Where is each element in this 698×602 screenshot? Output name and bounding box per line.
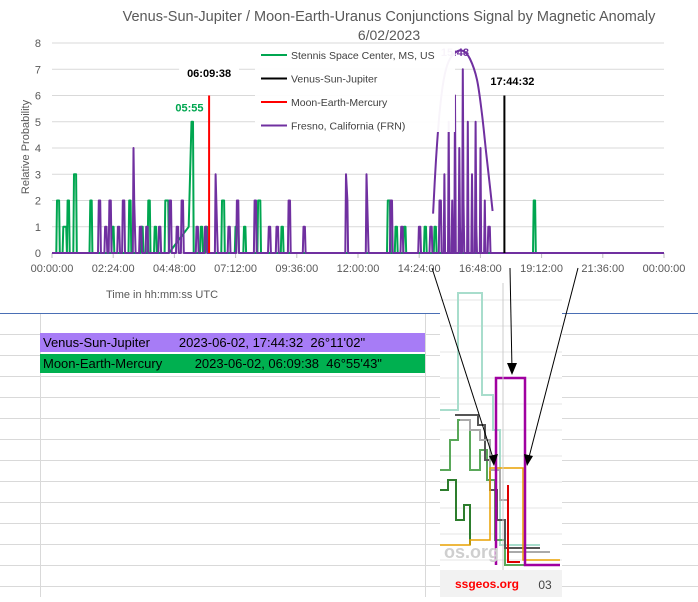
arrow-left [431, 267, 495, 462]
sheet-grid [0, 313, 698, 597]
x-ticks: 00:00:00 02:24:00 04:48:00 07:12:00 09:36:00… [31, 253, 686, 275]
inset-trace-darkgreen [440, 479, 471, 545]
y-tick-label: 7 [35, 64, 41, 76]
x-tick-label: 02:24:00 [92, 263, 135, 275]
x-tick-label: 00:00:00 [643, 263, 686, 275]
venus-sun-jupiter-band: Venus-Sun-Jupiter 2023-06-02, 17:44:32 2… [40, 333, 425, 352]
x-tick-label: 19:12:00 [520, 263, 563, 275]
chart-title: Venus-Sun-Jupiter / Moon-Earth-Uranus Co… [123, 9, 656, 25]
annotation-box [179, 64, 240, 83]
y-tick-label: 1 [35, 222, 41, 234]
inset-number: 03 [538, 578, 552, 592]
x-tick-label: 12:00:00 [337, 263, 380, 275]
arrow-left-head [489, 454, 498, 466]
legend-label: Stennis Space Center, MS, US [291, 50, 435, 62]
inset-trace-green [440, 419, 560, 566]
legend-label: Fresno, California (FRN) [291, 121, 405, 133]
y-tick-label: 3 [35, 169, 41, 181]
y-tick-label: 5 [35, 117, 41, 129]
inset-caption: ssgeos.org [455, 577, 519, 591]
x-tick-label: 21:36:00 [581, 263, 624, 275]
y-ticks: 0 1 2 3 4 5 6 7 8 [35, 38, 41, 260]
x-tick-label: 04:48:00 [153, 263, 196, 275]
legend-box [255, 45, 455, 132]
inset-footer [440, 570, 562, 597]
arrow-right-head [524, 454, 533, 466]
arrow-middle-head [507, 363, 517, 375]
moon-earth-mercury-band: Moon-Earth-Mercury 2023-06-02, 06:09:38 … [40, 354, 425, 373]
legend-label: Moon-Earth-Mercury [291, 97, 388, 109]
x-tick-label: 09:36:00 [275, 263, 318, 275]
annotation-box [482, 72, 543, 90]
y-tick-label: 6 [35, 91, 41, 103]
arrows [431, 267, 579, 466]
x-tick-label: 14:24:00 [398, 263, 441, 275]
annotation-label: 17:44:32 [490, 76, 534, 88]
x-axis-label: Time in hh:mm:ss UTC [106, 289, 218, 301]
chart-subtitle: 6/02/2023 [358, 27, 420, 43]
y-axis-label: Relative Probability [20, 99, 32, 194]
y-tick-label: 0 [35, 248, 41, 260]
y-tick-label: 2 [35, 196, 41, 208]
inset-trace-purple [494, 376, 560, 567]
y-tick-label: 4 [35, 143, 41, 155]
inset-trace-red [507, 485, 520, 563]
series-fresno-california-frn [52, 68, 664, 254]
x-tick-label: 16:48:00 [459, 263, 502, 275]
series-group [52, 49, 664, 254]
annotation-label: 05:55 [175, 102, 203, 114]
inset-trace-orange [440, 467, 560, 561]
legend: Stennis Space Center, MS, US Venus-Sun-Ju… [255, 45, 455, 133]
annotation-label: 06:09:38 [187, 68, 231, 80]
x-tick-label: 00:00:00 [31, 263, 74, 275]
inset-image: os.org ssgeos.org 03 [440, 283, 562, 597]
inset-watermark: os.org [444, 542, 499, 562]
arrow-middle [509, 267, 513, 371]
arrow-right [527, 267, 579, 462]
legend-label: Venus-Sun-Jupiter [291, 74, 378, 86]
y-tick-label: 8 [35, 38, 41, 50]
x-tick-label: 07:12:00 [214, 263, 257, 275]
